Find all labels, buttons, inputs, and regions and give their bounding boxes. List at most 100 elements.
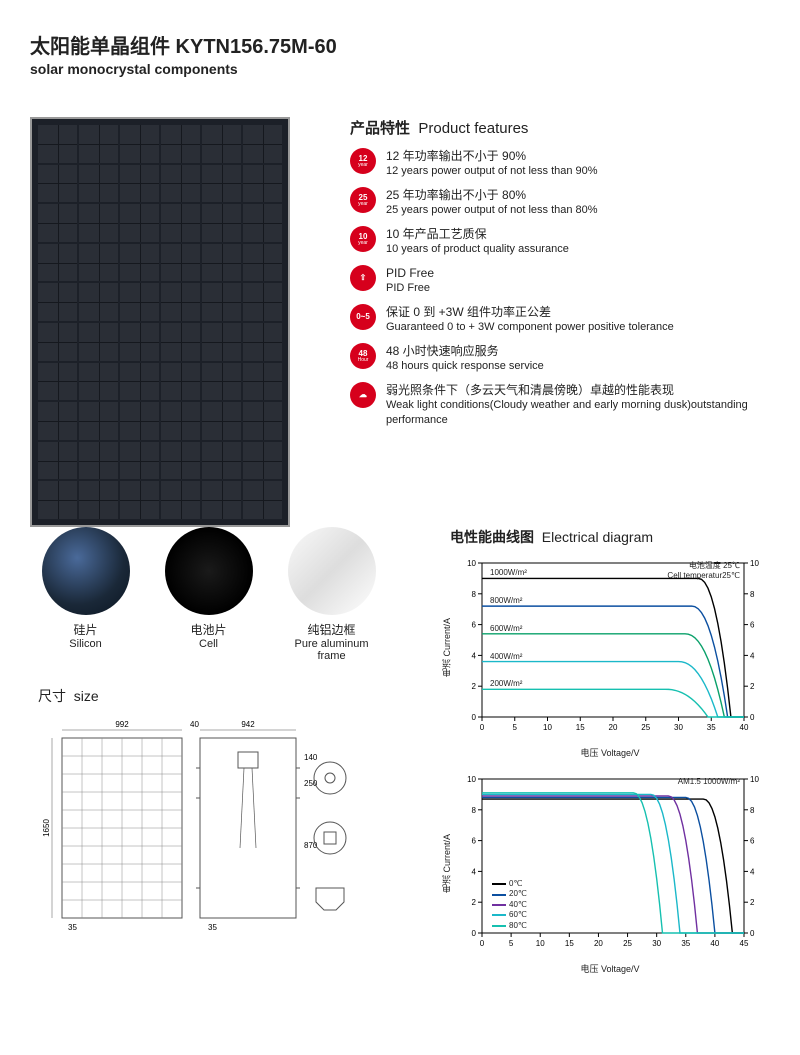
electrical-charts: 电性能曲线图 Electrical diagram 05101520253035… bbox=[410, 527, 770, 985]
feature-text-cn: 10 年产品工艺质保 bbox=[386, 226, 770, 242]
svg-text:6: 6 bbox=[472, 837, 477, 846]
svg-text:30: 30 bbox=[652, 939, 661, 948]
svg-text:10: 10 bbox=[543, 723, 552, 732]
svg-text:4: 4 bbox=[750, 651, 755, 660]
svg-text:8: 8 bbox=[472, 590, 477, 599]
thumbnail-image bbox=[165, 527, 253, 615]
feature-badge-icon: 12year bbox=[350, 148, 376, 174]
svg-text:1650: 1650 bbox=[42, 819, 51, 837]
component-thumbnails: 硅片Silicon 电池片Cell 纯铝边框Pure aluminum frame bbox=[30, 527, 410, 662]
svg-text:10: 10 bbox=[750, 775, 759, 784]
bottom-section: 硅片Silicon电池片Cell纯铝边框Pure aluminum frame … bbox=[30, 527, 770, 985]
svg-text:35: 35 bbox=[681, 939, 690, 948]
svg-text:8: 8 bbox=[750, 806, 755, 815]
svg-text:25: 25 bbox=[641, 723, 650, 732]
svg-text:0: 0 bbox=[750, 713, 755, 722]
dimension-diagram: 9921650354094214025087035 bbox=[30, 714, 410, 934]
feature-badge-icon: ☁ bbox=[350, 382, 376, 408]
iv-curve-temperature-chart: 05101520253035404500224466881010电流 Curre… bbox=[450, 769, 770, 975]
svg-text:15: 15 bbox=[576, 723, 585, 732]
svg-text:6: 6 bbox=[750, 837, 755, 846]
svg-text:35: 35 bbox=[68, 923, 77, 932]
svg-text:4: 4 bbox=[472, 651, 477, 660]
svg-text:45: 45 bbox=[740, 939, 749, 948]
feature-badge-icon: 10year bbox=[350, 226, 376, 252]
feature-text-en: 25 years power output of not less than 8… bbox=[386, 203, 770, 218]
svg-text:8: 8 bbox=[472, 806, 477, 815]
svg-text:40: 40 bbox=[740, 723, 749, 732]
feature-badge-icon: 25year bbox=[350, 187, 376, 213]
thumbnail: 硅片Silicon bbox=[38, 527, 133, 662]
feature-item: 25year 25 年功率输出不小于 80%25 years power outp… bbox=[350, 187, 770, 218]
svg-text:20: 20 bbox=[594, 939, 603, 948]
svg-text:40: 40 bbox=[710, 939, 719, 948]
feature-text-cn: 25 年功率输出不小于 80% bbox=[386, 187, 770, 203]
feature-text-en: 48 hours quick response service bbox=[386, 359, 770, 374]
feature-item: 12year 12 年功率输出不小于 90%12 years power outp… bbox=[350, 148, 770, 179]
svg-text:2: 2 bbox=[750, 898, 755, 907]
feature-text-en: Weak light conditions(Cloudy weather and… bbox=[386, 398, 770, 428]
svg-text:6: 6 bbox=[750, 621, 755, 630]
svg-text:10: 10 bbox=[467, 559, 476, 568]
feature-text-cn: 保证 0 到 +3W 组件功率正公差 bbox=[386, 304, 770, 320]
svg-text:40: 40 bbox=[190, 720, 199, 729]
thumbnail: 纯铝边框Pure aluminum frame bbox=[284, 527, 379, 662]
features-heading: 产品特性 Product features bbox=[350, 117, 770, 138]
svg-text:8: 8 bbox=[750, 590, 755, 599]
iv-curve-irradiance-chart: 051015202530354000224466881010电流 Current… bbox=[450, 553, 770, 759]
feature-text-cn: 48 小时快速响应服务 bbox=[386, 343, 770, 359]
svg-text:2: 2 bbox=[472, 682, 477, 691]
thumbnail: 电池片Cell bbox=[161, 527, 256, 662]
feature-item: ⇧ PID FreePID Free bbox=[350, 265, 770, 296]
svg-text:5: 5 bbox=[513, 723, 518, 732]
feature-text-cn: 弱光照条件下（多云天气和清晨傍晚）卓越的性能表现 bbox=[386, 382, 770, 398]
feature-text-en: 10 years of product quality assurance bbox=[386, 242, 770, 257]
svg-text:4: 4 bbox=[472, 867, 477, 876]
feature-badge-icon: ⇧ bbox=[350, 265, 376, 291]
feature-item: 48Hour 48 小时快速响应服务48 hours quick response… bbox=[350, 343, 770, 374]
feature-text-cn: 12 年功率输出不小于 90% bbox=[386, 148, 770, 164]
feature-text-en: 12 years power output of not less than 9… bbox=[386, 164, 770, 179]
svg-text:10: 10 bbox=[467, 775, 476, 784]
svg-text:6: 6 bbox=[472, 621, 477, 630]
top-section: 产品特性 Product features 12year 12 年功率输出不小于 … bbox=[30, 117, 770, 527]
svg-text:0: 0 bbox=[480, 939, 485, 948]
svg-text:0: 0 bbox=[480, 723, 485, 732]
svg-text:35: 35 bbox=[707, 723, 716, 732]
svg-text:15: 15 bbox=[565, 939, 574, 948]
svg-text:20: 20 bbox=[609, 723, 618, 732]
electrical-heading: 电性能曲线图 Electrical diagram bbox=[450, 527, 770, 547]
svg-text:2: 2 bbox=[750, 682, 755, 691]
svg-text:30: 30 bbox=[674, 723, 683, 732]
svg-text:10: 10 bbox=[750, 559, 759, 568]
chart-legend: 0℃20℃40℃60℃80℃ bbox=[492, 879, 527, 931]
svg-text:35: 35 bbox=[208, 923, 217, 932]
page-title-cn: 太阳能单晶组件 KYTN156.75M-60 bbox=[30, 30, 770, 59]
product-features: 产品特性 Product features 12year 12 年功率输出不小于 … bbox=[350, 117, 770, 527]
thumbnail-image bbox=[288, 527, 376, 615]
svg-text:0: 0 bbox=[750, 929, 755, 938]
svg-text:2: 2 bbox=[472, 898, 477, 907]
size-heading: 尺寸 size bbox=[38, 686, 410, 706]
feature-text-en: Guaranteed 0 to + 3W component power pos… bbox=[386, 320, 770, 335]
solar-panel-illustration bbox=[30, 117, 290, 527]
feature-badge-icon: 0~5 bbox=[350, 304, 376, 330]
feature-text-cn: PID Free bbox=[386, 265, 770, 281]
svg-text:10: 10 bbox=[536, 939, 545, 948]
svg-text:140: 140 bbox=[304, 753, 318, 762]
feature-item: 10year 10 年产品工艺质保10 years of product qual… bbox=[350, 226, 770, 257]
svg-text:0: 0 bbox=[472, 929, 477, 938]
feature-badge-icon: 48Hour bbox=[350, 343, 376, 369]
svg-text:942: 942 bbox=[241, 720, 255, 729]
svg-text:992: 992 bbox=[115, 720, 129, 729]
feature-text-en: PID Free bbox=[386, 281, 770, 296]
feature-item: ☁ 弱光照条件下（多云天气和清晨傍晚）卓越的性能表现Weak light cond… bbox=[350, 382, 770, 428]
page-title-en: solar monocrystal components bbox=[30, 61, 770, 77]
feature-item: 0~5 保证 0 到 +3W 组件功率正公差Guaranteed 0 to + 3… bbox=[350, 304, 770, 335]
svg-text:4: 4 bbox=[750, 867, 755, 876]
svg-text:0: 0 bbox=[472, 713, 477, 722]
svg-text:5: 5 bbox=[509, 939, 514, 948]
svg-text:250: 250 bbox=[304, 779, 318, 788]
thumbnail-image bbox=[42, 527, 130, 615]
svg-text:25: 25 bbox=[623, 939, 632, 948]
